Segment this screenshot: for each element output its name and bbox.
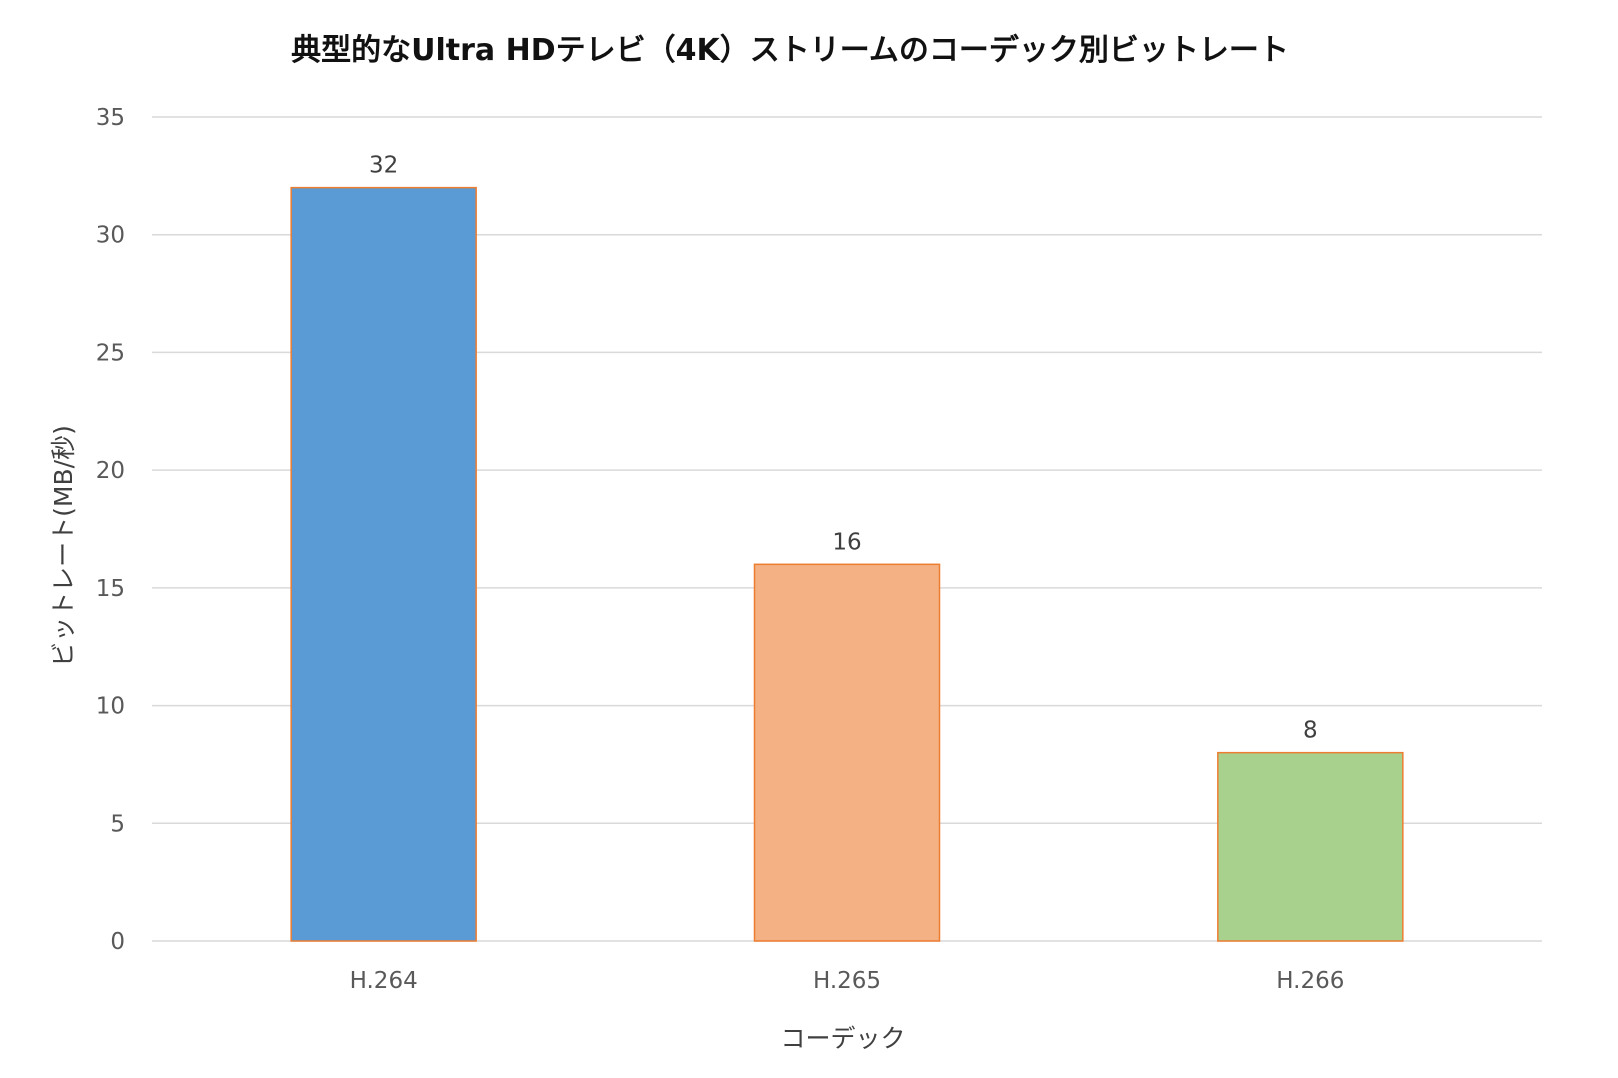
y-tick-label-35: 35 (96, 105, 125, 131)
y-tick-label-5: 5 (110, 811, 125, 837)
bar-H.265 (753, 563, 941, 942)
y-axis-ticks: 0 5 10 15 20 25 30 35 (96, 105, 125, 955)
data-labels: 32 16 8 (369, 153, 1318, 744)
y-tick-label-20: 20 (96, 458, 125, 484)
bar-H.266 (1217, 751, 1404, 942)
x-tick-label-H.265: H.265 (813, 968, 881, 994)
data-label-H.265: 16 (832, 529, 861, 555)
data-label-H.266: 8 (1303, 718, 1318, 744)
x-axis-ticks: H.264 H.265 H.266 (350, 968, 1345, 994)
y-tick-label-15: 15 (96, 576, 125, 602)
y-tick-label-25: 25 (96, 340, 125, 366)
chart-title: 典型的なUltra HDテレビ（4K）ストリームのコーデック別ビットレート (291, 33, 1289, 68)
y-tick-label-10: 10 (96, 694, 125, 720)
x-tick-label-H.266: H.266 (1276, 968, 1344, 994)
bars (290, 186, 1404, 942)
data-label-H.264: 32 (369, 153, 398, 179)
x-axis-title: コーデック (780, 1024, 905, 1053)
x-tick-label-H.264: H.264 (350, 968, 418, 994)
y-axis-title: ビットレート(MB/秒) (49, 425, 78, 667)
bar-H.264 (290, 186, 477, 942)
y-tick-label-30: 30 (96, 223, 125, 249)
y-tick-label-0: 0 (110, 929, 125, 955)
